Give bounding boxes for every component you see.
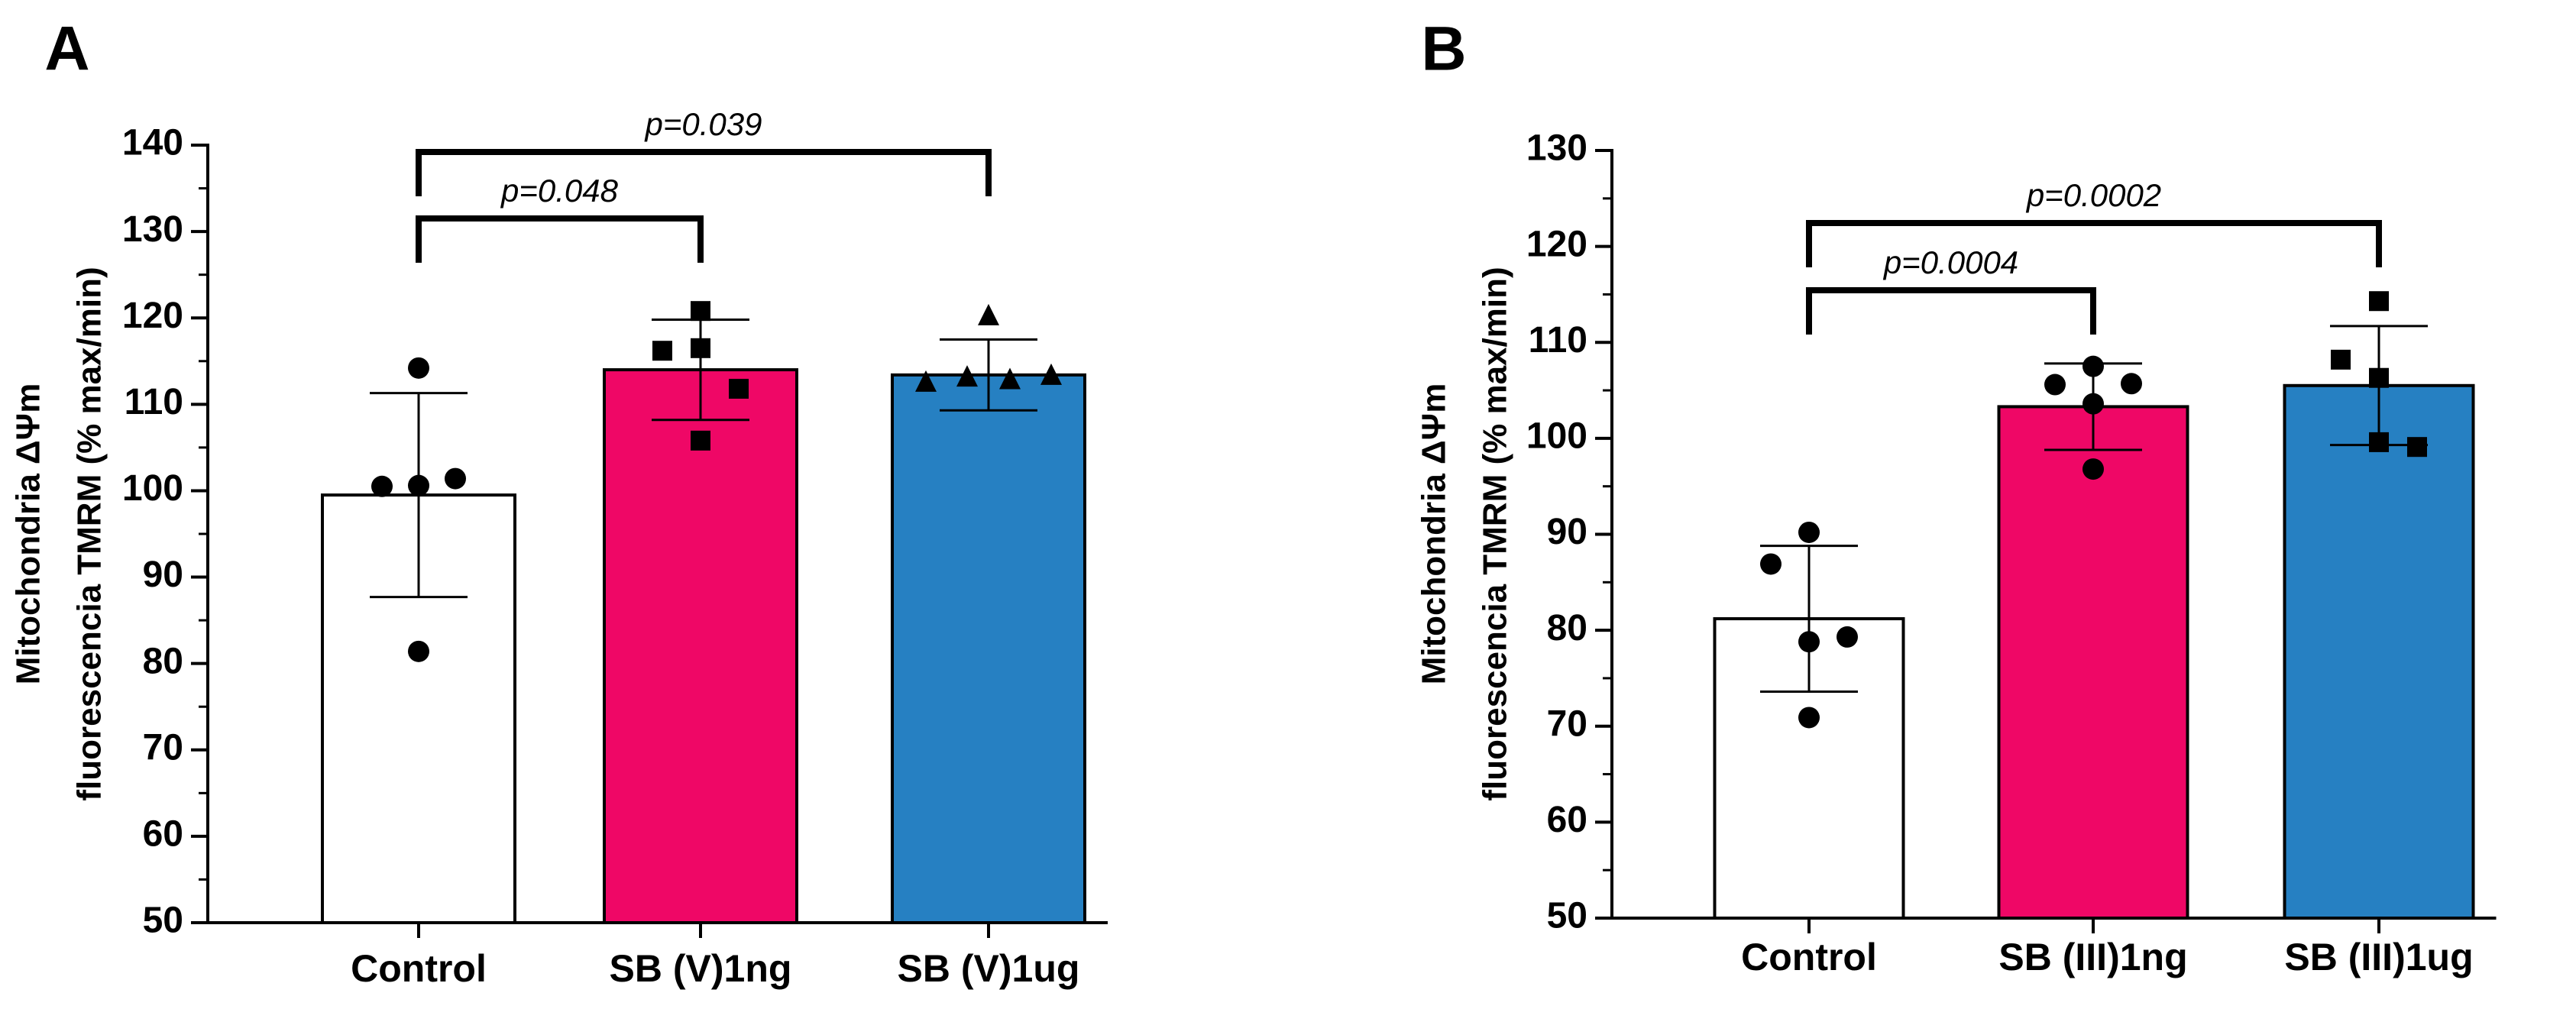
bar bbox=[603, 368, 798, 925]
data-point bbox=[2082, 393, 2104, 415]
y-tick-label: 120 bbox=[1526, 224, 1587, 264]
data-point bbox=[652, 341, 672, 361]
y-tick-label: 100 bbox=[1526, 416, 1587, 457]
y-axis-title-line2: fluorescencia TMRM (% max/min) bbox=[1477, 267, 1514, 800]
data-point bbox=[371, 475, 393, 497]
data-point bbox=[1040, 363, 1062, 385]
p-value-label: p=0.048 bbox=[500, 173, 619, 209]
data-point bbox=[2369, 367, 2389, 388]
data-point bbox=[1798, 707, 1820, 729]
y-axis-title-line1: Mitochondria ΔΨm bbox=[10, 383, 47, 685]
y-tick-label: 90 bbox=[1547, 512, 1587, 552]
x-category-label: Control bbox=[351, 947, 487, 990]
x-category-label: SB (V)1ng bbox=[610, 947, 792, 990]
bar bbox=[1997, 405, 2189, 920]
data-point bbox=[691, 430, 710, 451]
x-category-label: SB (III)1ng bbox=[1998, 936, 2187, 978]
y-tick-label: 130 bbox=[122, 209, 183, 250]
y-tick-label: 100 bbox=[122, 468, 183, 509]
data-point bbox=[1798, 631, 1820, 653]
y-tick-label: 50 bbox=[1547, 896, 1587, 936]
data-point bbox=[691, 338, 710, 358]
bar bbox=[321, 493, 516, 924]
data-point bbox=[2121, 373, 2142, 395]
significance-bracket bbox=[1806, 220, 2382, 267]
significance-bracket bbox=[416, 149, 992, 196]
y-tick-label: 80 bbox=[143, 641, 183, 681]
y-tick-label: 120 bbox=[122, 296, 183, 336]
y-tick-label: 60 bbox=[143, 814, 183, 855]
p-value-label: p=0.039 bbox=[644, 106, 762, 142]
data-point bbox=[956, 365, 978, 387]
data-point bbox=[408, 357, 429, 379]
bar bbox=[2283, 383, 2475, 920]
data-point bbox=[915, 370, 937, 392]
data-point bbox=[2044, 374, 2066, 396]
data-point bbox=[408, 474, 429, 496]
y-tick-label: 60 bbox=[1547, 800, 1587, 840]
y-tick-label: 110 bbox=[125, 382, 183, 422]
data-point bbox=[978, 303, 999, 325]
y-tick-label: 80 bbox=[1547, 608, 1587, 648]
data-point bbox=[1798, 521, 1820, 543]
data-point bbox=[408, 640, 429, 662]
data-point bbox=[2082, 458, 2104, 480]
panel-b: B Mitochondria ΔΨm fluorescencia TMRM (% m… bbox=[1416, 15, 2497, 978]
significance-bracket bbox=[416, 215, 704, 263]
data-point bbox=[1837, 626, 1858, 648]
data-point bbox=[2407, 437, 2427, 458]
data-point bbox=[2082, 355, 2104, 377]
panel-label: B bbox=[1421, 15, 1466, 84]
y-tick-label: 140 bbox=[122, 123, 183, 163]
data-point bbox=[2369, 432, 2389, 452]
p-value-label: p=0.0002 bbox=[2025, 177, 2161, 213]
y-tick-label: 70 bbox=[143, 727, 183, 768]
bar bbox=[891, 373, 1086, 924]
x-category-label: SB (III)1ug bbox=[2284, 936, 2473, 978]
data-point bbox=[999, 367, 1021, 390]
data-point bbox=[2331, 349, 2351, 370]
y-axis-title-line2: fluorescencia TMRM (% max/min) bbox=[71, 267, 108, 800]
data-point bbox=[729, 378, 749, 399]
y-tick-label: 50 bbox=[143, 901, 183, 941]
y-tick-label: 110 bbox=[1529, 320, 1587, 361]
y-tick-label: 130 bbox=[1526, 128, 1587, 169]
y-tick-label: 70 bbox=[1547, 703, 1587, 744]
panel-a: A Mitochondria ΔΨm fluorescencia TMRM (% m… bbox=[10, 15, 1108, 990]
panel-label: A bbox=[44, 15, 89, 84]
significance-bracket bbox=[1806, 287, 2096, 335]
y-tick-label: 90 bbox=[143, 555, 183, 595]
x-category-label: SB (V)1ug bbox=[898, 947, 1080, 990]
data-point bbox=[1760, 553, 1782, 575]
x-category-label: Control bbox=[1741, 936, 1877, 978]
data-point bbox=[2369, 291, 2389, 312]
data-point bbox=[691, 301, 710, 322]
p-value-label: p=0.0004 bbox=[1882, 244, 2018, 280]
y-axis-title-line1: Mitochondria ΔΨm bbox=[1416, 383, 1453, 685]
data-point bbox=[445, 467, 466, 490]
